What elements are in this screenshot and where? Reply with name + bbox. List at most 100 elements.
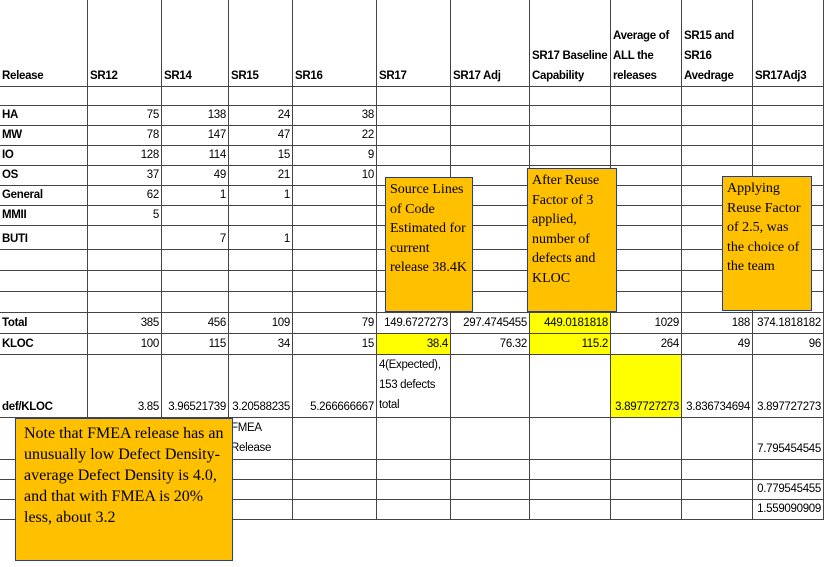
cell: 449.0181818 bbox=[530, 313, 611, 334]
cell bbox=[451, 146, 530, 166]
cell: 1 bbox=[229, 186, 293, 206]
cell: 128 bbox=[88, 146, 162, 166]
cell: 15 bbox=[229, 146, 293, 166]
cell bbox=[611, 166, 682, 186]
cell bbox=[293, 206, 377, 226]
cell: SR12 bbox=[88, 0, 162, 87]
cell bbox=[530, 106, 611, 126]
cell bbox=[451, 418, 530, 460]
cell: KLOC bbox=[0, 334, 88, 355]
cell bbox=[293, 460, 377, 480]
cell: 149.6727273 bbox=[377, 313, 451, 334]
cell bbox=[377, 480, 451, 500]
cell: 79 bbox=[293, 313, 377, 334]
cell bbox=[451, 126, 530, 146]
cell: 1029 bbox=[611, 313, 682, 334]
cell: 96 bbox=[753, 334, 824, 355]
cell bbox=[229, 271, 293, 292]
cell bbox=[0, 87, 88, 106]
cell bbox=[229, 500, 293, 520]
cell bbox=[229, 206, 293, 226]
cell bbox=[229, 292, 293, 313]
cell bbox=[293, 418, 377, 460]
cell bbox=[162, 206, 229, 226]
cell: 1.559090909 bbox=[753, 500, 824, 520]
cell: 115.2 bbox=[530, 334, 611, 355]
cell: 21 bbox=[229, 166, 293, 186]
cell bbox=[611, 226, 682, 250]
note-callout: Note that FMEA release has an unusually … bbox=[15, 418, 233, 561]
cell: 374.1818182 bbox=[753, 313, 824, 334]
cell: 75 bbox=[88, 106, 162, 126]
cell: MW bbox=[0, 126, 88, 146]
cell bbox=[611, 500, 682, 520]
cell bbox=[293, 292, 377, 313]
cell bbox=[611, 480, 682, 500]
cell bbox=[451, 460, 530, 480]
cell bbox=[293, 250, 377, 271]
cell: 297.4745455 bbox=[451, 313, 530, 334]
cell: SR15 and SR16 Avedrage bbox=[682, 0, 753, 87]
cell: 100 bbox=[88, 334, 162, 355]
cell: 9 bbox=[293, 146, 377, 166]
cell bbox=[611, 146, 682, 166]
cell bbox=[229, 460, 293, 480]
cell bbox=[377, 500, 451, 520]
cell bbox=[753, 146, 824, 166]
cell bbox=[530, 418, 611, 460]
cell bbox=[162, 250, 229, 271]
cell bbox=[0, 250, 88, 271]
cell bbox=[162, 292, 229, 313]
cell: MMII bbox=[0, 206, 88, 226]
cell: 7.795454545 bbox=[753, 418, 824, 460]
cell bbox=[88, 226, 162, 250]
cell: SR17 bbox=[377, 0, 451, 87]
cell: SR14 bbox=[162, 0, 229, 87]
cell: 109 bbox=[229, 313, 293, 334]
cell bbox=[682, 480, 753, 500]
cell bbox=[753, 460, 824, 480]
note-callout: Applying Reuse Factor of 2.5, was the ch… bbox=[722, 176, 812, 311]
cell bbox=[377, 106, 451, 126]
cell: IO bbox=[0, 146, 88, 166]
cell bbox=[682, 126, 753, 146]
cell: 5 bbox=[88, 206, 162, 226]
cell bbox=[611, 418, 682, 460]
cell: 10 bbox=[293, 166, 377, 186]
cell bbox=[682, 418, 753, 460]
cell: 15 bbox=[293, 334, 377, 355]
note-callout: After Reuse Factor of 3 applied, number … bbox=[527, 168, 617, 312]
cell: Average of ALL the releases bbox=[611, 0, 682, 87]
cell bbox=[530, 126, 611, 146]
cell: 3.836734694 bbox=[682, 355, 753, 418]
cell bbox=[753, 126, 824, 146]
cell bbox=[530, 460, 611, 480]
cell: def/KLOC bbox=[0, 355, 88, 418]
cell: 264 bbox=[611, 334, 682, 355]
cell: 78 bbox=[88, 126, 162, 146]
cell: FMEA Release bbox=[229, 418, 293, 460]
cell: HA bbox=[0, 106, 88, 126]
cell bbox=[0, 292, 88, 313]
cell bbox=[162, 271, 229, 292]
cell: 147 bbox=[162, 126, 229, 146]
cell bbox=[611, 126, 682, 146]
cell bbox=[451, 480, 530, 500]
cell: 3.897727273 bbox=[611, 355, 682, 418]
cell bbox=[377, 146, 451, 166]
cell bbox=[88, 87, 162, 106]
cell: 22 bbox=[293, 126, 377, 146]
cell bbox=[753, 87, 824, 106]
cell bbox=[293, 500, 377, 520]
cell bbox=[293, 87, 377, 106]
cell bbox=[451, 106, 530, 126]
cell: SR16 bbox=[293, 0, 377, 87]
cell: 188 bbox=[682, 313, 753, 334]
cell bbox=[530, 87, 611, 106]
cell bbox=[88, 250, 162, 271]
cell bbox=[88, 292, 162, 313]
cell bbox=[530, 355, 611, 418]
cell: SR15 bbox=[229, 0, 293, 87]
cell: BUTI bbox=[0, 226, 88, 250]
